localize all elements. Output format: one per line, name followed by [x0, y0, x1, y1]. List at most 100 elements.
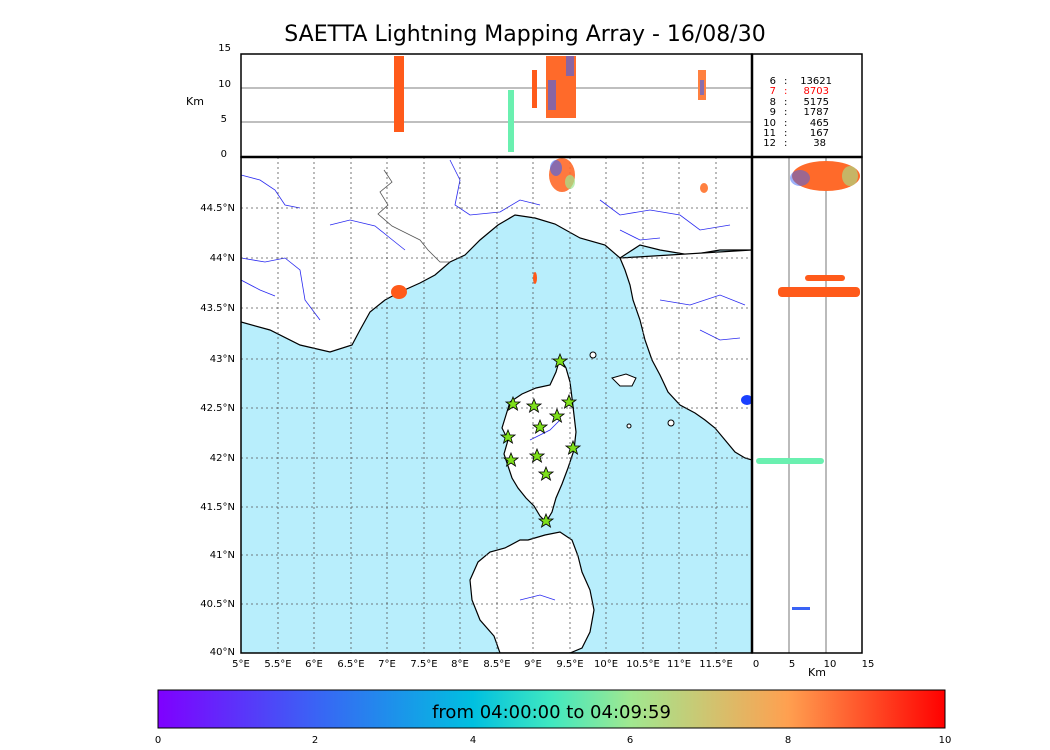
- altitude-tick: 5: [221, 114, 227, 125]
- star-icon: [499, 428, 517, 444]
- count-value: 5175: [804, 97, 829, 108]
- altitude-tick: 0: [221, 149, 227, 160]
- altitude-tick: 15: [218, 43, 231, 54]
- longitude-tick: 5°E: [232, 659, 250, 670]
- star-icon: [564, 439, 582, 455]
- count-value: 167: [810, 128, 829, 139]
- latitude-tick: 42.5°N: [200, 403, 235, 414]
- count-value: 13621: [800, 76, 832, 87]
- colorbar-tick: 10: [939, 735, 952, 746]
- count-value: 38: [813, 138, 826, 149]
- longitude-tick: 6°E: [305, 659, 323, 670]
- longitude-tick: 5.5°E: [264, 659, 291, 670]
- latitude-tick: 43.5°N: [200, 303, 235, 314]
- side-altitude-tick: 5: [789, 659, 795, 670]
- latitude-axis: 44.5°N 44°N 43.5°N 43°N 42.5°N 42°N 41.5…: [200, 203, 235, 658]
- longitude-tick: 7°E: [378, 659, 396, 670]
- latitude-tick: 40.5°N: [200, 599, 235, 610]
- altitude-lat-panel: [751, 156, 863, 654]
- count-stations: 10: [763, 118, 776, 129]
- longitude-tick: 7.5°E: [410, 659, 437, 670]
- lma-stations: [499, 352, 582, 528]
- map-title: SAETTA Lightning Mapping Array - 16/08/3…: [284, 22, 766, 47]
- corsica-land: [501, 356, 577, 523]
- country-border: [377, 169, 450, 263]
- giglio-island: [667, 419, 675, 427]
- longitude-axis: 5°E 5.5°E 6°E 6.5°E 7°E 7.5°E 8°E 8.5°E …: [232, 659, 733, 670]
- colorbar-tick: 0: [155, 735, 161, 746]
- colorbar-label: from 04:00:00 to 04:09:59: [432, 702, 671, 723]
- mainland-land: [241, 157, 752, 353]
- star-icon: [528, 447, 546, 463]
- count-stations: 8: [770, 97, 776, 108]
- count-sep: :: [784, 86, 787, 97]
- lightning-sources-altitude-top: [394, 56, 706, 152]
- station-count-table: 6 : 13621 7 : 8703 8 : 5175 9 : 1787 10 …: [763, 76, 832, 149]
- count-stations: 11: [763, 128, 776, 139]
- count-stations: 9: [770, 107, 776, 118]
- star-icon: [531, 418, 549, 434]
- count-stations: 7: [770, 86, 776, 97]
- longitude-tick: 9.5°E: [556, 659, 583, 670]
- colorbar-tick: 8: [785, 735, 791, 746]
- latitude-tick: 41.5°N: [200, 502, 235, 513]
- latitude-tick: 44.5°N: [200, 203, 235, 214]
- count-value: 8703: [804, 86, 829, 97]
- side-altitude-xaxis: 0 5 10 15: [753, 659, 875, 670]
- count-value: 465: [810, 118, 829, 129]
- colorbar-tick: 2: [312, 735, 318, 746]
- star-icon: [537, 465, 555, 481]
- count-value: 1787: [804, 107, 829, 118]
- count-sep: :: [784, 76, 787, 87]
- graticule: [241, 157, 752, 653]
- rivers: [241, 159, 746, 601]
- side-altitude-axis-label: Km: [808, 666, 826, 679]
- colorbar-tick: 4: [470, 735, 476, 746]
- count-stations: 6: [770, 76, 776, 87]
- map-panel: [241, 157, 752, 653]
- longitude-tick: 11.5°E: [699, 659, 733, 670]
- longitude-tick: 11°E: [667, 659, 691, 670]
- capraia-island: [589, 351, 597, 359]
- star-icon: [537, 512, 555, 528]
- star-icon: [560, 393, 578, 409]
- count-sep: :: [784, 107, 787, 118]
- latitude-tick: 42°N: [210, 453, 235, 464]
- altitude-yaxis: 15 10 5 0: [218, 43, 231, 160]
- star-icon: [551, 352, 569, 368]
- longitude-tick: 10°E: [594, 659, 618, 670]
- count-sep: :: [784, 97, 787, 108]
- count-stations: 12: [763, 138, 776, 149]
- star-icon: [525, 397, 543, 413]
- longitude-tick: 8.5°E: [483, 659, 510, 670]
- count-sep: :: [784, 128, 787, 139]
- lightning-sources-altitude-side: [756, 161, 860, 610]
- montecristo-island: [626, 423, 632, 429]
- side-altitude-tick: 10: [824, 659, 837, 670]
- longitude-tick: 8°E: [451, 659, 469, 670]
- star-icon: [548, 407, 566, 423]
- altitude-lon-panel: [240, 53, 753, 158]
- colorbar-ticks: 0 2 4 6 8 10: [155, 735, 952, 746]
- latitude-tick: 40°N: [210, 647, 235, 658]
- colorbar-tick: 6: [627, 735, 633, 746]
- longitude-tick: 9°E: [524, 659, 542, 670]
- lightning-sources-map: [391, 158, 752, 405]
- count-sep: :: [784, 138, 787, 149]
- italy-land: [619, 249, 752, 461]
- latitude-tick: 41°N: [210, 550, 235, 561]
- count-sep: :: [784, 118, 787, 129]
- latitude-tick: 43°N: [210, 354, 235, 365]
- time-colorbar: [157, 689, 946, 729]
- longitude-tick: 6.5°E: [337, 659, 364, 670]
- side-altitude-tick: 0: [753, 659, 759, 670]
- altitude-tick: 10: [218, 79, 231, 90]
- longitude-tick: 10.5°E: [626, 659, 660, 670]
- latitude-tick: 44°N: [210, 253, 235, 264]
- elba-island: [611, 373, 637, 387]
- side-altitude-tick: 15: [862, 659, 875, 670]
- star-icon: [502, 451, 520, 467]
- altitude-axis-label: Km: [186, 95, 204, 108]
- star-icon: [504, 395, 522, 411]
